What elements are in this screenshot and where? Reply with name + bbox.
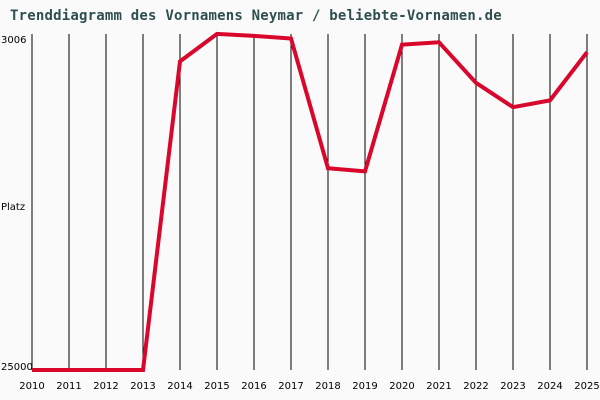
x-axis-tick-label: 2016	[241, 381, 267, 392]
x-axis-tick-label: 2014	[167, 381, 193, 392]
y-axis-top-label: 3006	[1, 35, 27, 46]
x-axis-tick-label: 2010	[19, 381, 45, 392]
x-axis-tick-label: 2019	[352, 381, 378, 392]
x-axis-tick-label: 2012	[93, 381, 119, 392]
x-axis-tick-label: 2013	[130, 381, 156, 392]
x-axis-tick-label: 2022	[463, 381, 489, 392]
x-axis-tick-label: 2018	[315, 381, 341, 392]
x-axis-tick-label: 2024	[537, 381, 563, 392]
x-axis-tick-label: 2023	[500, 381, 526, 392]
y-axis-bottom-label: 25000	[1, 362, 33, 373]
x-axis-tick-label: 2015	[204, 381, 230, 392]
x-axis-tick-label: 2011	[56, 381, 82, 392]
x-axis-tick-label: 2021	[426, 381, 452, 392]
chart-title: Trenddiagramm des Vornamens Neymar / bel…	[10, 8, 502, 24]
y-axis-label: Platz	[1, 202, 26, 213]
x-axis-tick-label: 2017	[278, 381, 304, 392]
x-axis-tick-label: 2020	[389, 381, 415, 392]
series-line-neymar	[32, 31, 589, 372]
x-axis-tick-label: 2025	[574, 381, 600, 392]
